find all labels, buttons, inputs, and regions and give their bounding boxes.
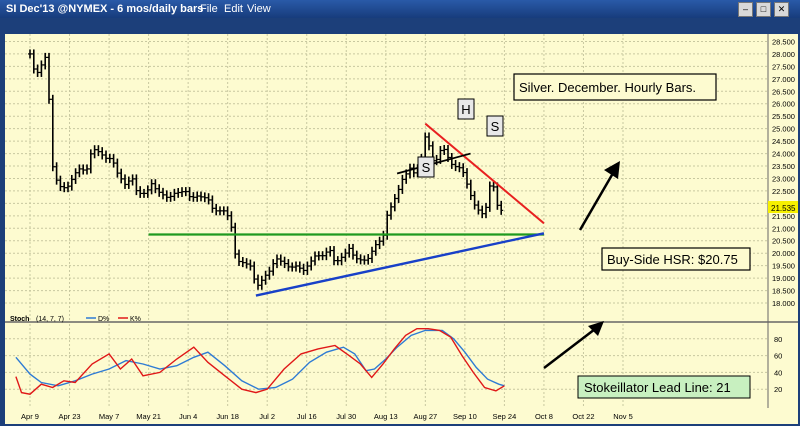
price-tick-label: 21.500 — [772, 212, 795, 221]
chart-area: 28.500 28.000 27.500 27.000 26.500 26.000 25.5… — [0, 18, 800, 426]
price-tick-label: 23.500 — [772, 162, 795, 171]
price-tick-label: 27.000 — [772, 75, 795, 84]
date-tick-label: May 21 — [136, 412, 161, 421]
date-axis-area — [5, 408, 798, 424]
left-shoulder-label-box — [417, 156, 435, 178]
window-title: SI Dec'13 @NYMEX - 6 mos/daily bars — [6, 3, 204, 15]
price-tick-label: 20.500 — [772, 237, 795, 246]
breakout-arrow-icon — [604, 161, 620, 179]
stoch-tick-label: 20 — [774, 385, 782, 394]
date-tick-label: Sep 24 — [493, 412, 517, 421]
date-tick-label: Sep 10 — [453, 412, 477, 421]
price-tick-label: 19.000 — [772, 274, 795, 283]
stoch-callout: Stokeillator Lead Line: 21 — [584, 380, 731, 395]
price-axis-area — [768, 34, 798, 328]
price-tick-label: 21.000 — [772, 224, 795, 233]
price-tick-label: 24.000 — [772, 150, 795, 159]
price-tick-label: 24.500 — [772, 137, 795, 146]
hsr-callout-box — [601, 247, 751, 271]
head-label: H — [461, 102, 470, 117]
stoch-tick-label: 60 — [774, 352, 782, 361]
k-legend-label: K% — [130, 316, 141, 323]
price-tick-label: 26.500 — [772, 87, 795, 96]
stoch-title: Stoch — [10, 316, 29, 323]
date-tick-label: Oct 22 — [572, 412, 594, 421]
date-tick-label: Aug 13 — [374, 412, 398, 421]
d-legend-label: D% — [98, 316, 109, 323]
price-tick-label: 19.500 — [772, 262, 795, 271]
date-tick-label: May 7 — [99, 412, 119, 421]
date-tick-label: Nov 5 — [613, 412, 633, 421]
price-tick-label: 23.000 — [772, 174, 795, 183]
stoch-axis-area — [768, 310, 798, 408]
uptrend-line — [255, 232, 545, 297]
hsr-callout: Buy-Side HSR: $20.75 — [607, 252, 738, 267]
stoch-arrow-icon — [588, 321, 604, 336]
date-tick-label: Aug 27 — [413, 412, 437, 421]
menu-file[interactable]: File — [200, 3, 218, 15]
date-tick-label: Apr 23 — [58, 412, 80, 421]
date-tick-label: Jun 18 — [216, 412, 239, 421]
window-titlebar: SI Dec'13 @NYMEX - 6 mos/daily bars File… — [0, 0, 800, 18]
stoch-arrow-line — [543, 325, 600, 369]
last-price-tag — [768, 201, 798, 213]
date-tick-label: Jul 30 — [336, 412, 356, 421]
price-tick-label: 28.500 — [772, 37, 795, 46]
maximize-icon[interactable]: □ — [756, 2, 771, 17]
stoch-callout-box — [577, 375, 751, 399]
price-tick-label: 26.000 — [772, 100, 795, 109]
right-shoulder-label: S — [491, 119, 500, 134]
price-tick-label: 22.500 — [772, 187, 795, 196]
stoch-params: (14, 7, 7) — [36, 316, 64, 323]
menu-edit[interactable]: Edit — [224, 3, 243, 15]
price-tick-label: 28.000 — [772, 50, 795, 59]
stoch-tick-label: 80 — [774, 335, 782, 344]
stoch-line-d — [15, 329, 505, 390]
stoch-tick-label: 40 — [774, 368, 782, 377]
head-label-box — [457, 98, 475, 120]
price-tick-label: 18.000 — [772, 299, 795, 308]
price-tick-label: 27.500 — [772, 62, 795, 71]
price-tick-label: 25.000 — [772, 125, 795, 134]
price-tick-label: 20.000 — [772, 249, 795, 258]
close-icon[interactable]: ✕ — [774, 2, 789, 17]
stoch-line-k — [15, 328, 505, 395]
left-shoulder-label: S — [422, 160, 431, 175]
menu-view[interactable]: View — [247, 3, 271, 15]
breakout-arrow-line — [578, 167, 618, 231]
date-tick-label: Jun 4 — [179, 412, 197, 421]
date-tick-label: Apr 9 — [21, 412, 39, 421]
price-tick-label: 18.500 — [772, 287, 795, 296]
chart-title: Silver. December. Hourly Bars. — [519, 80, 696, 95]
price-tick-label: 25.500 — [772, 112, 795, 121]
date-tick-label: Oct 8 — [535, 412, 553, 421]
date-tick-label: Jul 2 — [259, 412, 275, 421]
minimize-icon[interactable]: – — [738, 2, 753, 17]
resistance-line — [424, 122, 545, 225]
last-price-label: 21.535 — [771, 204, 796, 213]
chart-title-box — [513, 73, 717, 101]
right-shoulder-label-box — [486, 115, 504, 137]
date-tick-label: Jul 16 — [297, 412, 317, 421]
